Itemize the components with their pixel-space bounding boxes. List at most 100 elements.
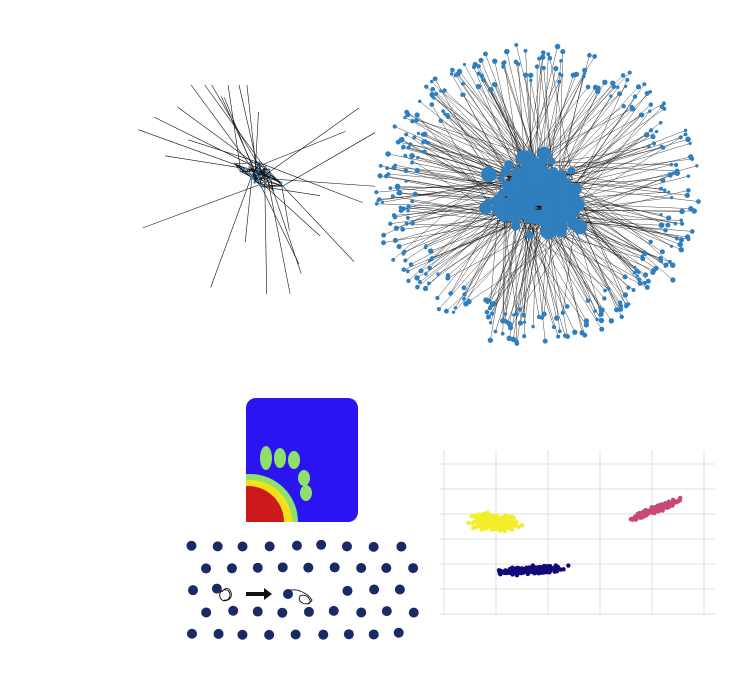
particle: [329, 562, 340, 573]
particle: [226, 563, 237, 574]
network-node: [557, 79, 562, 84]
network-node: [398, 205, 403, 210]
network-node: [396, 244, 402, 250]
network-edge: [240, 171, 267, 173]
network-node: [491, 202, 507, 218]
network-edge: [411, 155, 526, 185]
network-node: [541, 201, 554, 214]
network-node: [542, 338, 548, 344]
network-edge: [539, 164, 678, 172]
particle: [343, 629, 354, 640]
scatter-point: [513, 570, 518, 576]
trajectory-after: [285, 589, 313, 605]
network-node: [532, 177, 545, 190]
network-edge: [272, 190, 302, 274]
network-node: [385, 151, 391, 157]
network-node: [422, 149, 427, 155]
network-edge: [254, 107, 360, 183]
network-node: [557, 184, 573, 200]
scatter-point: [521, 568, 527, 573]
network-node: [659, 144, 664, 149]
network-node: [686, 237, 691, 242]
network-node: [541, 311, 547, 317]
scatter-point: [652, 505, 658, 510]
network-node: [403, 115, 407, 120]
scatter-point: [638, 514, 643, 519]
network-node: [648, 239, 653, 245]
network-node: [492, 58, 498, 64]
particle: [186, 540, 197, 551]
network-node: [392, 237, 398, 243]
network-node: [519, 157, 527, 165]
network-node: [553, 65, 559, 72]
network-node: [546, 52, 551, 57]
network-node: [422, 131, 428, 137]
network-node: [538, 214, 546, 222]
network-node: [622, 274, 628, 280]
network-node: [401, 267, 407, 272]
network-edge: [519, 206, 533, 310]
particle: [213, 628, 224, 639]
network-edge: [246, 84, 257, 175]
network-node: [567, 166, 576, 175]
scatter-point: [539, 566, 544, 572]
network-node: [659, 249, 665, 255]
network-node: [399, 136, 405, 143]
network-node: [669, 162, 674, 167]
network-node: [621, 104, 626, 109]
network-edge: [264, 181, 268, 294]
network-edge: [558, 209, 689, 240]
network-node: [472, 61, 478, 68]
network-node: [510, 336, 517, 343]
particle: [252, 606, 263, 617]
network-node: [424, 244, 428, 248]
network-node: [233, 162, 236, 165]
scatter-point: [529, 568, 535, 573]
network-node: [497, 189, 507, 198]
network-node: [658, 120, 663, 125]
network-edge: [251, 174, 321, 237]
network-node: [548, 220, 557, 228]
network-node: [428, 248, 434, 254]
network-node: [410, 220, 415, 226]
network-node: [490, 311, 495, 316]
network-edge: [266, 172, 291, 294]
network-node: [424, 272, 428, 276]
network-node: [638, 112, 643, 117]
particle: [228, 605, 239, 616]
scatter-point: [637, 510, 642, 516]
network-node: [391, 213, 397, 218]
network-node: [487, 337, 494, 343]
network-node: [596, 85, 601, 91]
network-node: [491, 300, 497, 307]
network-node: [651, 141, 657, 146]
network-node: [493, 329, 498, 334]
network-node: [432, 96, 436, 100]
network-node: [418, 99, 422, 104]
network-node: [258, 183, 261, 186]
network-node: [405, 269, 410, 274]
network-node: [642, 82, 647, 87]
network-node: [414, 275, 420, 281]
network-edge: [252, 177, 376, 187]
network-node: [514, 311, 519, 316]
scatter-point: [483, 520, 488, 525]
network-node: [595, 317, 599, 322]
network-node: [429, 91, 435, 98]
network-edge: [551, 91, 651, 189]
network-node: [572, 329, 578, 335]
particle: [277, 607, 288, 618]
scatter-point: [471, 513, 477, 519]
particle: [303, 562, 314, 573]
particle: [328, 605, 339, 616]
network-node: [430, 86, 436, 92]
network-node: [396, 190, 403, 196]
network-node: [659, 213, 663, 217]
finger: [300, 485, 312, 501]
network-node: [624, 84, 628, 89]
network-node: [377, 197, 382, 202]
fingering-core: [246, 486, 284, 522]
network-node: [673, 162, 679, 168]
network-edge: [505, 216, 529, 315]
network-node: [660, 177, 666, 183]
